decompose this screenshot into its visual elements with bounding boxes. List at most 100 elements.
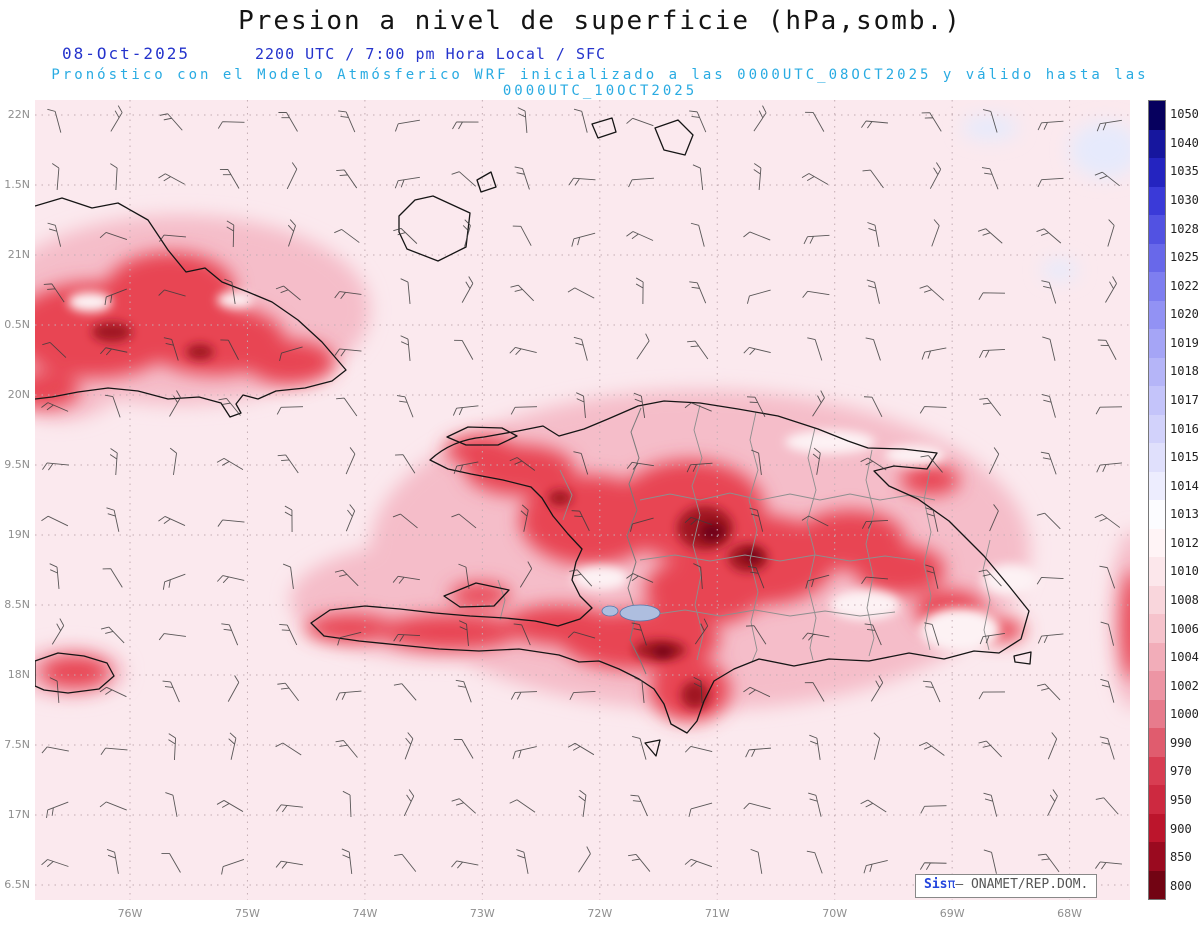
colorbar-segment	[1149, 842, 1165, 871]
colorbar-segment	[1149, 386, 1165, 415]
forecast-date: 08-Oct-2025	[62, 44, 190, 63]
y-axis-label: 9.5N	[4, 458, 30, 471]
colorbar-label: 1008	[1170, 593, 1199, 607]
colorbar-label: 1028	[1170, 221, 1199, 236]
colorbar-segment	[1149, 443, 1165, 472]
colorbar-segment	[1149, 728, 1165, 757]
colorbar-label: 1025	[1170, 250, 1199, 265]
colorbar-segment	[1149, 642, 1165, 671]
colorbar-segment	[1149, 585, 1165, 614]
y-axis: 22N 1.5N 21N 0.5N 20N 9.5N 19N 8.5N 18N 7.5N 17N 6.…	[0, 0, 32, 927]
colorbar-segment	[1149, 414, 1165, 443]
y-axis-label: 6.5N	[4, 878, 30, 891]
colorbar-label: 1014	[1170, 478, 1199, 493]
light-pressure-patches	[68, 292, 1038, 652]
y-axis-label: 21N	[7, 248, 30, 261]
colorbar-label: 850	[1170, 850, 1192, 865]
x-axis-label: 76W	[117, 907, 143, 920]
colorbar-label: 1004	[1170, 650, 1199, 665]
colorbar-label: 1018	[1170, 364, 1199, 379]
attribution-source: – ONAMET/REP.DOM.	[955, 877, 1089, 892]
x-axis: 76W 75W 74W 73W 72W 71W 70W 69W 68W	[0, 907, 1200, 923]
colorbar-segment	[1149, 671, 1165, 700]
colorbar-segment	[1149, 329, 1165, 358]
colorbar-segment	[1149, 500, 1165, 529]
x-axis-label: 73W	[469, 907, 495, 920]
x-axis-label: 69W	[939, 907, 965, 920]
colorbar-label: 1015	[1170, 450, 1199, 465]
colorbar-segment	[1149, 300, 1165, 329]
hispaniola-coastline	[310, 400, 1030, 734]
colorbar-segment	[1149, 614, 1165, 643]
jamaica-coastline	[35, 652, 115, 694]
colorbar-label: 1006	[1170, 621, 1199, 636]
y-axis-label: 18N	[7, 668, 30, 681]
tortuga-coastline	[446, 426, 518, 446]
page-title: Presion a nivel de superficie (hPa,somb.…	[238, 6, 962, 36]
lake-enriquillo	[619, 604, 661, 622]
gonave-coastline	[443, 582, 510, 608]
colorbar-label: 900	[1170, 821, 1192, 836]
x-axis-label: 72W	[587, 907, 613, 920]
colorbar-segment	[1149, 357, 1165, 386]
colorbar-segment	[1149, 272, 1165, 301]
colorbar-label: 1019	[1170, 335, 1199, 350]
attribution-box: Sisπ– ONAMET/REP.DOM.	[915, 874, 1098, 898]
colorbar-segment	[1149, 158, 1165, 187]
colorbar-label: 1002	[1170, 678, 1199, 693]
beata-coastline	[644, 739, 661, 757]
y-axis-label: 1.5N	[4, 178, 30, 191]
y-axis-label: 8.5N	[4, 598, 30, 611]
little-inagua-coastline	[476, 171, 497, 193]
y-axis-label: 22N	[7, 108, 30, 121]
colorbar-label: 1022	[1170, 278, 1199, 293]
x-axis-label: 71W	[704, 907, 730, 920]
saona-coastline	[1013, 651, 1032, 665]
y-axis-label: 20N	[7, 388, 30, 401]
colorbar-segment	[1149, 215, 1165, 244]
wind-barbs	[41, 105, 1123, 875]
colorbar-label: 950	[1170, 793, 1192, 807]
colorbar-label: 800	[1170, 878, 1192, 893]
coastlines	[35, 117, 1032, 757]
colorbar-label: 1040	[1170, 135, 1199, 150]
colorbar-label: 1030	[1170, 193, 1199, 207]
model-info: Pronóstico con el Modelo Atmósferico WRF…	[51, 67, 1149, 99]
colorbar-label: 1010	[1170, 564, 1199, 579]
lakes	[601, 604, 661, 622]
colorbar-segment	[1149, 870, 1165, 899]
lake-azuei	[601, 605, 619, 617]
colorbar-label: 1013	[1170, 507, 1199, 522]
colorbar	[1148, 100, 1166, 900]
forecast-time: 2200 UTC / 7:00 pm Hora Local / SFC	[255, 45, 607, 63]
high-pressure-blue-patches	[962, 116, 1130, 280]
colorbar-segment	[1149, 756, 1165, 785]
colorbar-labels: 1050 1040 1035 1030 1028 1025 1022 1020 1019 1018…	[1170, 0, 1200, 927]
pi-symbol: π	[947, 877, 956, 892]
colorbar-label: 1012	[1170, 535, 1199, 550]
colorbar-segment	[1149, 557, 1165, 586]
x-axis-label: 70W	[822, 907, 848, 920]
cuba-coastline	[35, 197, 347, 418]
colorbar-label: 1035	[1170, 164, 1199, 179]
colorbar-segment	[1149, 813, 1165, 842]
pressure-shading-darkest-core	[653, 523, 760, 657]
colorbar-label: 990	[1170, 735, 1192, 750]
colorbar-segment	[1149, 471, 1165, 500]
great-inagua-coastline	[398, 195, 471, 262]
colorbar-label: 1016	[1170, 421, 1199, 436]
colorbar-label: 970	[1170, 764, 1192, 779]
colorbar-label: 1020	[1170, 307, 1199, 322]
x-axis-label: 68W	[1057, 907, 1083, 920]
x-axis-label: 74W	[352, 907, 378, 920]
y-axis-label: 0.5N	[4, 318, 30, 331]
colorbar-label: 1000	[1170, 707, 1199, 722]
x-axis-label: 75W	[235, 907, 260, 920]
colorbar-segment	[1149, 129, 1165, 158]
y-axis-label: 17N	[7, 808, 30, 821]
colorbar-segment	[1149, 186, 1165, 215]
y-axis-label: 7.5N	[4, 738, 30, 751]
colorbar-segment	[1149, 785, 1165, 814]
